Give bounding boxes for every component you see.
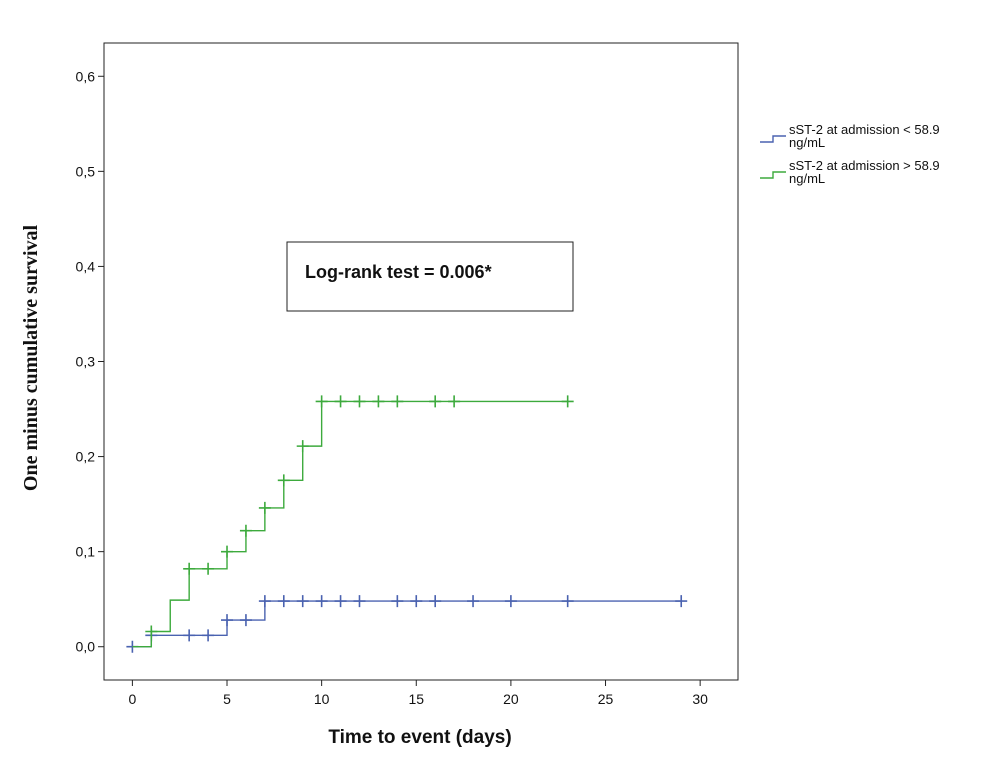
plot-frame — [103, 42, 739, 681]
censor-mark — [334, 595, 347, 608]
censor-mark — [145, 625, 158, 638]
y-axis-title: One minus cumulative survival — [20, 224, 42, 491]
censor-mark — [467, 595, 480, 608]
x-axis-title: Time to event (days) — [328, 727, 511, 748]
censor-mark — [353, 595, 366, 608]
censor-mark — [183, 629, 196, 642]
annotation-text: Log-rank test = 0.006* — [305, 262, 492, 282]
censor-mark — [334, 395, 347, 408]
censor-mark — [410, 595, 423, 608]
y-tick-label: 0,2 — [76, 449, 96, 465]
series-layer — [126, 395, 688, 653]
censor-mark — [202, 629, 215, 642]
series-line-1 — [132, 600, 682, 648]
legend: sST-2 at admission < 58.9 ng/mL sST-2 at a… — [760, 122, 940, 186]
legend-symbol — [760, 135, 786, 143]
censor-mark — [504, 595, 517, 608]
censor-mark — [258, 501, 271, 514]
censor-mark — [391, 395, 404, 408]
censor-mark — [277, 595, 290, 608]
annotation-box — [286, 241, 574, 312]
censor-mark — [315, 595, 328, 608]
censor-mark — [239, 614, 252, 627]
censor-mark — [561, 395, 574, 408]
censor-mark — [258, 595, 271, 608]
x-tick-label: 10 — [314, 691, 330, 707]
censor-mark — [429, 595, 442, 608]
censor-mark — [353, 395, 366, 408]
y-tick-label: 0,1 — [76, 544, 96, 560]
legend-label: sST-2 at admission < 58.9 ng/mL — [789, 122, 940, 150]
series-line-2 — [132, 400, 568, 648]
censor-mark — [429, 395, 442, 408]
censor-mark — [183, 562, 196, 575]
y-tick-label: 0,0 — [76, 639, 96, 655]
censor-mark — [239, 524, 252, 537]
x-tick-label: 30 — [692, 691, 708, 707]
legend-symbol — [760, 171, 786, 179]
legend-label: sST-2 at admission > 58.9 ng/mL — [789, 158, 940, 186]
censor-mark — [221, 614, 234, 627]
censor-mark — [202, 562, 215, 575]
censor-mark — [296, 440, 309, 453]
axis-ticks: 0 5 10 15 20 25 30 0,0 0,1 0,2 0,3 0,4 0,5 0,6 — [76, 68, 709, 707]
censor-mark — [277, 474, 290, 487]
x-tick-label: 25 — [598, 691, 614, 707]
y-tick-label: 0,3 — [76, 354, 96, 370]
x-tick-label: 5 — [223, 691, 231, 707]
y-tick-label: 0,5 — [76, 163, 96, 179]
x-tick-label: 20 — [503, 691, 519, 707]
censor-mark — [296, 595, 309, 608]
y-tick-label: 0,6 — [76, 68, 96, 84]
censor-mark — [391, 595, 404, 608]
censor-mark — [448, 395, 461, 408]
x-tick-label: 0 — [128, 691, 136, 707]
censor-mark — [315, 395, 328, 408]
censor-mark — [372, 395, 385, 408]
censor-mark — [561, 595, 574, 608]
censor-mark — [675, 595, 688, 608]
y-tick-label: 0,4 — [76, 258, 96, 274]
x-tick-label: 15 — [408, 691, 424, 707]
censor-mark — [221, 545, 234, 558]
